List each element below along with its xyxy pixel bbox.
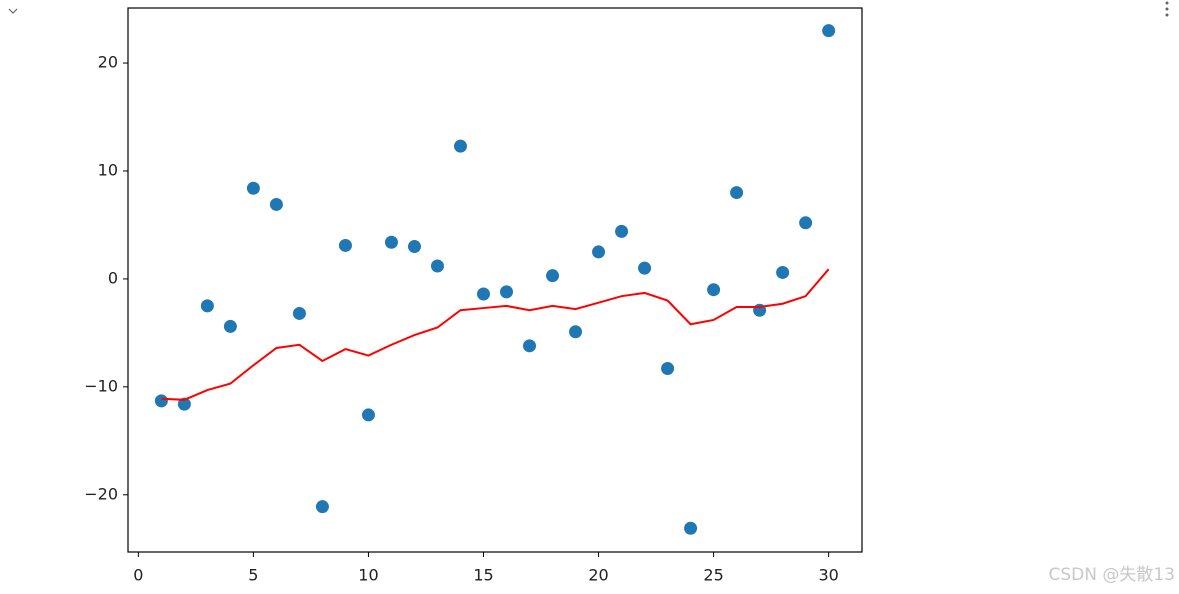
plot-frame [127, 7, 863, 553]
scatter-point [384, 235, 398, 249]
collapse-icon[interactable] [8, 8, 18, 14]
y-tick-label: −10 [84, 376, 118, 395]
scatter-point [246, 181, 260, 195]
x-tick-label: 20 [588, 566, 608, 585]
scatter-point [453, 139, 467, 153]
scatter-point [707, 283, 721, 297]
scatter-point [154, 394, 168, 408]
scatter-point [592, 245, 606, 259]
x-tick-label: 30 [818, 566, 838, 585]
scatter-point [315, 500, 329, 514]
scatter-point [730, 186, 744, 200]
x-tick-label: 15 [473, 566, 493, 585]
scatter-point [361, 408, 375, 422]
scatter-point [684, 521, 698, 535]
x-tick-label: 10 [358, 566, 378, 585]
scatter-point [615, 224, 629, 238]
scatter-point [430, 259, 444, 273]
x-tick-label: 5 [248, 566, 258, 585]
scatter-point [200, 299, 214, 313]
scatter-point [546, 269, 560, 283]
scatter-point [223, 319, 237, 333]
x-tick-label: 25 [703, 566, 723, 585]
scatter-point [822, 24, 836, 38]
scatter-point [269, 197, 283, 211]
scatter-point [476, 287, 490, 301]
y-tick-label: −20 [84, 484, 118, 503]
scatter-point [407, 240, 421, 254]
more-menu-icon[interactable] [1165, 1, 1169, 17]
scatter-point [569, 325, 583, 339]
scatter-point [177, 397, 191, 411]
watermark: CSDN @失散13 [1048, 565, 1175, 585]
scatter-point [338, 238, 352, 252]
line [161, 268, 830, 401]
scatter-point [638, 261, 652, 275]
scatter-point [523, 339, 537, 353]
y-tick-label: 20 [98, 53, 118, 72]
scatter-point [500, 285, 514, 299]
scatter-point [776, 265, 790, 279]
scatter-point [799, 216, 813, 230]
y-tick-label: 0 [108, 268, 118, 287]
scatter-point [661, 362, 675, 376]
y-tick-label: 10 [98, 160, 118, 179]
x-tick-label: 0 [133, 566, 143, 585]
scatter-point [292, 306, 306, 320]
